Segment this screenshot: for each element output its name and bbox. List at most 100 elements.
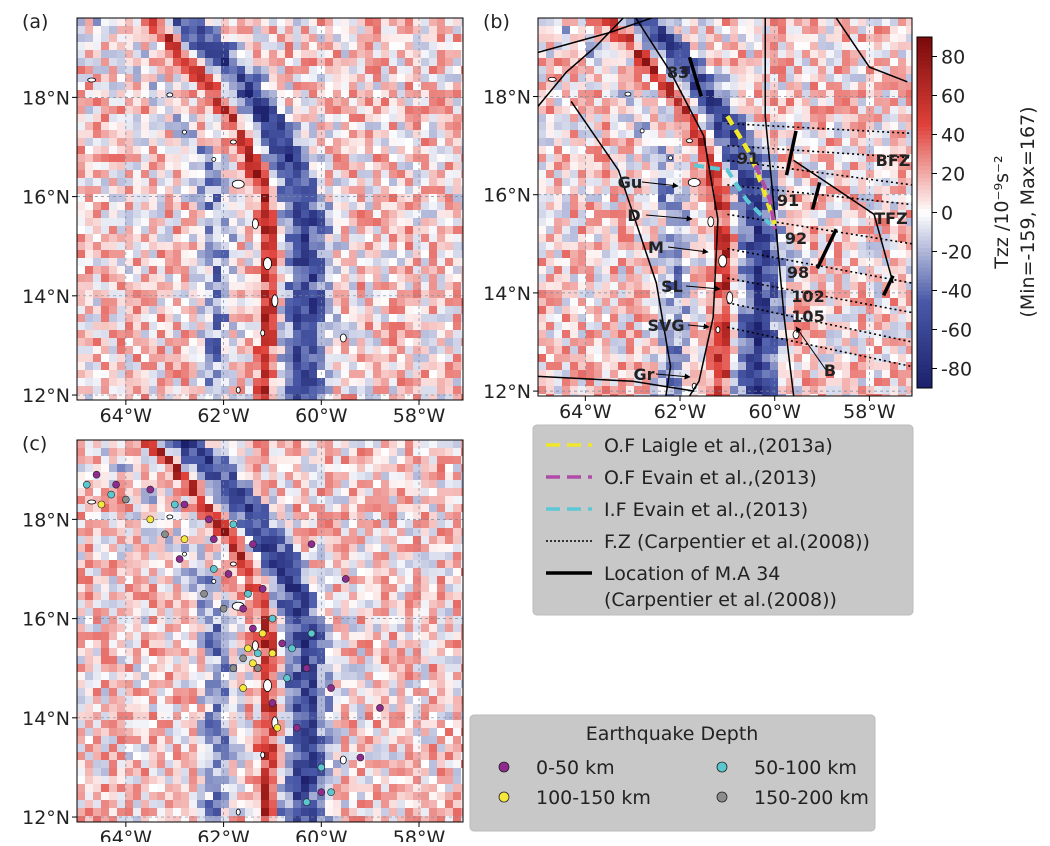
field-cell	[421, 250, 430, 259]
field-cell	[453, 82, 462, 91]
field-cell	[602, 162, 611, 171]
field-cell	[802, 354, 811, 363]
field-cell	[237, 234, 246, 243]
field-cell	[429, 242, 438, 251]
field-cell	[714, 18, 723, 27]
field-cell	[365, 338, 374, 347]
field-cell	[874, 258, 883, 267]
field-cell	[754, 258, 763, 267]
field-cell	[626, 306, 635, 315]
field-cell	[357, 34, 366, 43]
field-cell	[389, 306, 398, 315]
field-cell	[301, 50, 310, 59]
field-cell	[453, 290, 462, 299]
field-cell	[730, 18, 739, 27]
field-cell	[389, 354, 398, 363]
field-cell	[594, 82, 603, 91]
field-cell	[381, 314, 390, 323]
field-cell	[850, 178, 859, 187]
field-cell	[253, 354, 262, 363]
field-cell	[85, 568, 94, 577]
field-cell	[229, 234, 238, 243]
field-cell	[698, 210, 707, 219]
field-cell	[413, 234, 422, 243]
field-cell	[333, 306, 342, 315]
field-cell	[381, 362, 390, 371]
field-cell	[173, 114, 182, 123]
field-cell	[826, 66, 835, 75]
field-cell	[762, 170, 771, 179]
field-cell	[850, 386, 859, 395]
field-cell	[714, 242, 723, 251]
field-cell	[221, 98, 230, 107]
field-cell	[562, 178, 571, 187]
field-cell	[269, 74, 278, 83]
field-cell	[309, 82, 318, 91]
field-cell	[101, 576, 110, 585]
field-cell	[109, 792, 118, 801]
field-cell	[746, 298, 755, 307]
field-cell	[325, 314, 334, 323]
field-cell	[421, 66, 430, 75]
field-cell	[714, 354, 723, 363]
field-cell	[538, 202, 547, 211]
field-cell	[554, 162, 563, 171]
field-cell	[738, 226, 747, 235]
field-cell	[389, 50, 398, 59]
field-cell	[594, 178, 603, 187]
field-cell	[109, 736, 118, 745]
field-cell	[810, 58, 819, 67]
field-cell	[746, 322, 755, 331]
field-cell	[141, 354, 150, 363]
field-cell	[253, 250, 262, 259]
field-cell	[437, 194, 446, 203]
field-cell	[437, 114, 446, 123]
field-cell	[461, 98, 470, 107]
field-cell	[85, 680, 94, 689]
field-cell	[205, 138, 214, 147]
field-cell	[405, 386, 414, 395]
field-cell	[602, 90, 611, 99]
field-cell	[357, 282, 366, 291]
field-cell	[437, 250, 446, 259]
field-cell	[221, 186, 230, 195]
field-cell	[586, 210, 595, 219]
field-cell	[546, 266, 555, 275]
field-cell	[762, 346, 771, 355]
field-cell	[77, 664, 86, 673]
field-cell	[778, 42, 787, 51]
field-cell	[461, 74, 470, 83]
field-cell	[101, 648, 110, 657]
field-cell	[746, 122, 755, 131]
field-cell	[842, 258, 851, 267]
field-cell	[850, 370, 859, 379]
field-cell	[421, 290, 430, 299]
field-cell	[874, 58, 883, 67]
field-cell	[738, 386, 747, 395]
field-cell	[618, 386, 627, 395]
field-cell	[213, 42, 222, 51]
field-cell	[77, 792, 86, 801]
field-cell	[562, 90, 571, 99]
field-cell	[453, 50, 462, 59]
field-cell	[786, 74, 795, 83]
field-cell	[437, 290, 446, 299]
field-cell	[341, 250, 350, 259]
field-cell	[413, 386, 422, 395]
field-cell	[570, 146, 579, 155]
field-cell	[546, 202, 555, 211]
field-cell	[698, 34, 707, 43]
field-cell	[93, 146, 102, 155]
field-cell	[109, 202, 118, 211]
field-cell	[269, 154, 278, 163]
field-cell	[101, 600, 110, 609]
field-cell	[349, 42, 358, 51]
field-cell	[261, 242, 270, 251]
field-cell	[197, 314, 206, 323]
field-cell	[698, 306, 707, 315]
field-cell	[730, 330, 739, 339]
field-cell	[770, 346, 779, 355]
field-cell	[125, 234, 134, 243]
field-cell	[381, 66, 390, 75]
field-cell	[125, 146, 134, 155]
